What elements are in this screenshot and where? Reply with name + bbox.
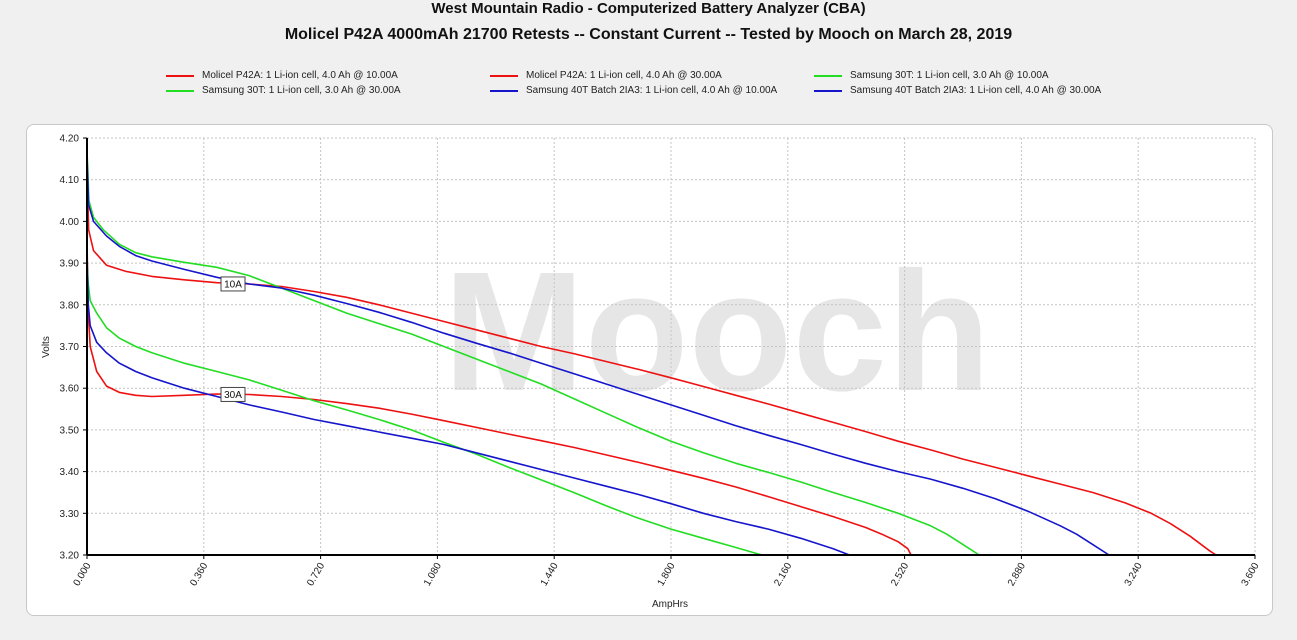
series-line	[86, 263, 763, 556]
chart-subtitle: Molicel P42A 4000mAh 21700 Retests -- Co…	[284, 26, 1013, 43]
y-tick-label: 4.10	[60, 175, 80, 186]
x-tick-label: 1.800	[656, 561, 678, 589]
annotations: 10A 30A	[220, 276, 246, 402]
x-tick-label: 2.160	[772, 561, 794, 589]
legend-swatch	[166, 89, 194, 92]
chart-title: West Mountain Radio - Computerized Batte…	[431, 0, 866, 17]
legend-label: Molicel P42A: 1 Li-ion cell, 4.0 Ah @ 30…	[526, 70, 722, 81]
x-tick-label: 0.720	[305, 561, 327, 589]
y-tick-label: 3.40	[60, 467, 80, 478]
x-tick-label: 2.880	[1006, 561, 1028, 589]
x-tick-label: 0.360	[188, 561, 210, 589]
y-tick-label: 3.80	[60, 300, 80, 311]
chart-panel: Mooch 0.000 0.360 0.720 1.080 1.440 1.800 2.16…	[26, 124, 1273, 616]
annotation-box	[220, 386, 246, 402]
legend-swatch	[490, 89, 518, 92]
legend-swatch	[814, 74, 842, 77]
x-tick-label: 3.600	[1240, 561, 1262, 589]
legend-swatch	[814, 89, 842, 92]
grid	[87, 137, 1256, 555]
chart-svg: Mooch 0.000 0.360 0.720 1.080 1.440 1.800 2.16…	[41, 134, 1262, 611]
series-line	[86, 242, 912, 556]
legend-label: Samsung 40T Batch 2IA3: 1 Li-ion cell, 4…	[850, 85, 1102, 96]
x-tick-label: 3.240	[1123, 561, 1145, 589]
legend-item: Samsung 30T: 1 Li-ion cell, 3.0 Ah @ 30.…	[166, 85, 401, 96]
x-axis-title: AmpHrs	[652, 599, 688, 610]
y-tick-label: 3.50	[60, 425, 80, 436]
annotation-label: 30A	[224, 390, 242, 401]
legend-swatch	[490, 74, 518, 77]
legend-label: Samsung 30T: 1 Li-ion cell, 3.0 Ah @ 30.…	[202, 85, 401, 96]
series-line	[86, 154, 1110, 556]
x-tick-label: 0.000	[72, 561, 94, 589]
legend-label: Molicel P42A: 1 Li-ion cell, 4.0 Ah @ 10…	[202, 70, 398, 81]
y-tick-label: 3.60	[60, 384, 80, 395]
x-tick-label: 2.520	[889, 561, 911, 589]
y-tick-label: 3.90	[60, 259, 80, 270]
legend-item: Samsung 40T Batch 2IA3: 1 Li-ion cell, 4…	[490, 85, 777, 96]
series-line	[86, 158, 1217, 556]
y-tick-label: 3.70	[60, 342, 80, 353]
y-tick-label: 4.00	[60, 217, 80, 228]
legend: Molicel P42A: 1 Li-ion cell, 4.0 Ah @ 10…	[0, 70, 1297, 104]
legend-item: Samsung 40T Batch 2IA3: 1 Li-ion cell, 4…	[814, 85, 1101, 96]
y-tick-label: 3.30	[60, 509, 80, 520]
y-tick-label: 3.20	[60, 551, 80, 562]
annotation-label: 10A	[224, 279, 242, 290]
legend-label: Samsung 30T: 1 Li-ion cell, 3.0 Ah @ 10.…	[850, 70, 1049, 81]
y-tick-label: 4.20	[60, 134, 80, 145]
series-line	[86, 254, 850, 556]
y-axis-title: Volts	[41, 336, 52, 358]
x-tick-label: 1.440	[539, 561, 561, 589]
legend-item: Molicel P42A: 1 Li-ion cell, 4.0 Ah @ 30…	[490, 70, 722, 81]
legend-item: Molicel P42A: 1 Li-ion cell, 4.0 Ah @ 10…	[166, 70, 398, 81]
series-group	[86, 150, 1217, 556]
x-tick-label: 1.080	[422, 561, 444, 589]
legend-label: Samsung 40T Batch 2IA3: 1 Li-ion cell, 4…	[526, 85, 778, 96]
legend-item: Samsung 30T: 1 Li-ion cell, 3.0 Ah @ 10.…	[814, 70, 1049, 81]
annotation-box	[220, 276, 246, 292]
watermark: Mooch	[443, 237, 991, 427]
legend-swatch	[166, 74, 194, 77]
series-line	[86, 150, 980, 556]
